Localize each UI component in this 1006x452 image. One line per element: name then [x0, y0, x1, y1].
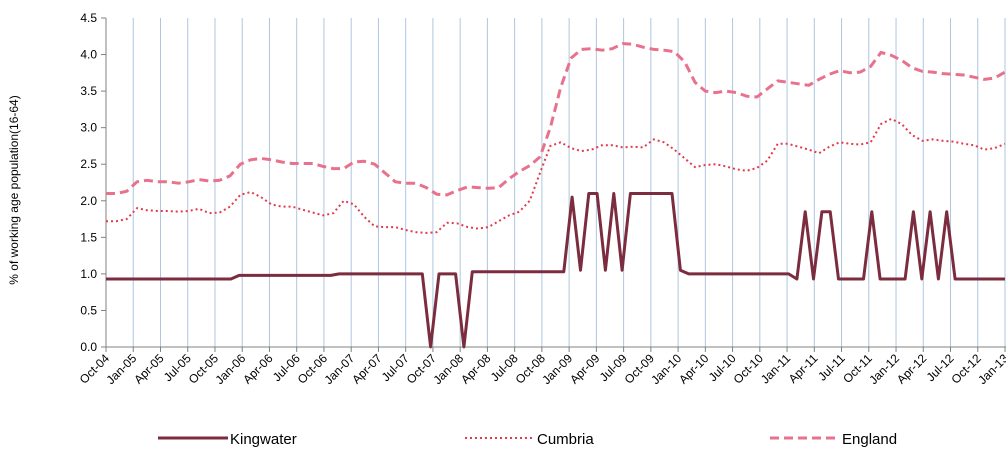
x-tick-label: Apr-11 [786, 351, 821, 386]
y-tick-label: 3.0 [80, 121, 97, 135]
series-lines [106, 42, 1006, 349]
legend-label-cumbria: Cumbria [537, 431, 594, 448]
x-tick-label: Oct-10 [731, 351, 767, 387]
x-axis-ticks: Oct-04Jan-05Apr-05Jul-05Oct-05Jan-06Apr-… [77, 347, 1006, 387]
x-tick-label: Jan-06 [212, 351, 248, 387]
x-tick-label: Apr-06 [240, 351, 276, 387]
x-tick-label: Jan-11 [758, 351, 793, 386]
x-tick-label: Jan-05 [104, 351, 140, 387]
y-tick-label: 3.5 [80, 84, 97, 98]
x-tick-label: Apr-05 [131, 351, 167, 387]
x-tick-label: Jan-08 [430, 351, 466, 387]
x-tick-label: Apr-10 [676, 351, 712, 387]
series-line-kingwater [106, 192, 1005, 349]
y-tick-label: 2.0 [80, 194, 97, 208]
y-tick-label: 0.5 [80, 303, 97, 317]
x-tick-label: Apr-08 [458, 351, 494, 387]
y-axis-ticks: 0.0 0.5 1.0 1.5 2.0 2.5 3.0 3.5 4.0 4.5 [80, 11, 106, 354]
y-tick-label: 4.0 [80, 48, 97, 62]
x-tick-label: Jan-09 [539, 351, 575, 387]
legend-label-kingwater: Kingwater [230, 431, 297, 448]
series-line-england [106, 42, 1006, 197]
y-tick-label: 0.0 [80, 340, 97, 354]
x-tick-label: Apr-09 [567, 351, 603, 387]
y-axis-label: % of working age population(16-64) [7, 95, 21, 284]
x-tick-label: Apr-07 [349, 351, 385, 387]
x-tick-label: Apr-12 [894, 351, 930, 387]
legend-label-england: England [842, 431, 897, 448]
y-tick-label: 1.5 [80, 230, 97, 244]
y-tick-label: 4.5 [80, 11, 97, 25]
x-tick-label: Jan-10 [648, 351, 684, 387]
vertical-gridlines [132, 18, 1006, 347]
y-tick-label: 2.5 [80, 157, 97, 171]
axes [105, 18, 1006, 348]
x-tick-label: Jan-13 [975, 351, 1006, 387]
x-tick-label: Jan-12 [866, 351, 902, 387]
legend: Kingwater Cumbria England [158, 431, 897, 448]
y-tick-label: 1.0 [80, 267, 97, 281]
series-line-cumbria [106, 117, 1006, 234]
x-tick-label: Jan-07 [321, 351, 357, 387]
